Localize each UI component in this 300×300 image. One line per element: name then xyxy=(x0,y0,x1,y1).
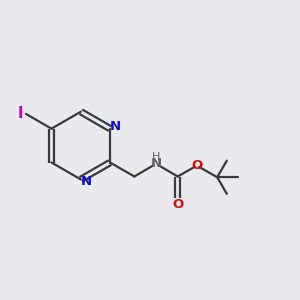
Text: N: N xyxy=(80,175,92,188)
Text: H: H xyxy=(152,152,160,162)
Text: I: I xyxy=(18,106,23,121)
Text: O: O xyxy=(172,198,183,211)
Text: N: N xyxy=(151,158,162,170)
Text: N: N xyxy=(110,120,121,133)
Text: O: O xyxy=(191,159,202,172)
